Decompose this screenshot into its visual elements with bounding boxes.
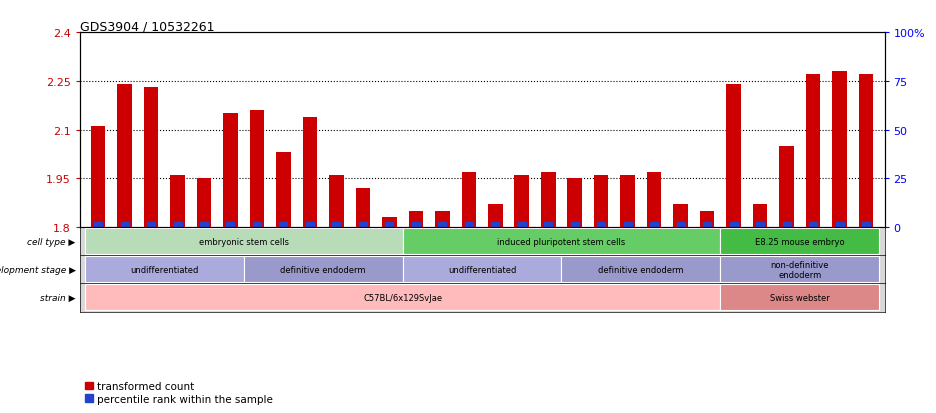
Bar — [562, 256, 721, 282]
Bar — [197, 179, 212, 228]
Bar — [147, 223, 155, 228]
Bar — [488, 205, 503, 228]
Bar — [332, 223, 341, 228]
Bar — [544, 223, 552, 228]
Bar — [85, 228, 402, 254]
Bar — [358, 223, 367, 228]
Bar — [621, 176, 635, 228]
Bar — [518, 223, 526, 228]
Bar — [382, 218, 397, 228]
Bar — [144, 88, 158, 228]
Bar — [673, 205, 688, 228]
Bar — [780, 147, 794, 228]
Bar — [173, 223, 182, 228]
Text: development stage ▶: development stage ▶ — [0, 265, 76, 274]
Bar — [280, 223, 287, 228]
Bar — [782, 223, 791, 228]
Legend: transformed count, percentile rank within the sample: transformed count, percentile rank withi… — [85, 381, 273, 404]
Text: undifferentiated: undifferentiated — [447, 265, 517, 274]
Bar — [721, 285, 879, 311]
Text: strain ▶: strain ▶ — [40, 293, 76, 302]
Bar — [541, 172, 556, 228]
Bar — [250, 111, 264, 228]
Bar — [832, 72, 847, 228]
Bar — [302, 117, 317, 228]
Bar — [95, 223, 102, 228]
Bar — [647, 172, 662, 228]
Bar — [227, 223, 235, 228]
Bar — [567, 179, 582, 228]
Bar — [223, 114, 238, 228]
Bar — [85, 285, 721, 311]
Text: non-definitive
endoderm: non-definitive endoderm — [770, 260, 829, 279]
Bar — [253, 223, 261, 228]
Bar — [623, 223, 632, 228]
Bar — [438, 223, 446, 228]
Text: induced pluripotent stem cells: induced pluripotent stem cells — [497, 237, 625, 246]
Bar — [356, 189, 370, 228]
Bar — [329, 176, 344, 228]
Text: cell type ▶: cell type ▶ — [27, 237, 76, 246]
Bar — [386, 223, 393, 228]
Bar — [677, 223, 684, 228]
Bar — [651, 223, 658, 228]
Text: C57BL/6x129SvJae: C57BL/6x129SvJae — [363, 293, 442, 302]
Bar — [435, 211, 449, 228]
Text: definitive endoderm: definitive endoderm — [598, 265, 683, 274]
Bar — [200, 223, 208, 228]
Bar — [85, 256, 243, 282]
Bar — [515, 176, 529, 228]
Bar — [703, 223, 711, 228]
Bar — [402, 256, 562, 282]
Bar — [461, 172, 476, 228]
Bar — [276, 153, 291, 228]
Text: Swiss webster: Swiss webster — [770, 293, 829, 302]
Bar — [491, 223, 499, 228]
Text: definitive endoderm: definitive endoderm — [281, 265, 366, 274]
Bar — [402, 228, 721, 254]
Bar — [721, 256, 879, 282]
Bar — [571, 223, 578, 228]
Bar — [836, 223, 843, 228]
Bar — [117, 85, 132, 228]
Bar — [412, 223, 420, 228]
Bar — [465, 223, 473, 228]
Text: GDS3904 / 10532261: GDS3904 / 10532261 — [80, 20, 214, 33]
Bar — [408, 211, 423, 228]
Text: embryonic stem cells: embryonic stem cells — [198, 237, 288, 246]
Bar — [243, 256, 402, 282]
Bar — [862, 223, 870, 228]
Bar — [753, 205, 768, 228]
Bar — [597, 223, 606, 228]
Text: E8.25 mouse embryo: E8.25 mouse embryo — [755, 237, 844, 246]
Bar — [306, 223, 314, 228]
Bar — [700, 211, 714, 228]
Bar — [594, 176, 608, 228]
Bar — [858, 75, 873, 228]
Bar — [91, 127, 106, 228]
Bar — [726, 85, 741, 228]
Bar — [729, 223, 738, 228]
Bar — [121, 223, 128, 228]
Bar — [721, 228, 879, 254]
Bar — [809, 223, 817, 228]
Bar — [756, 223, 764, 228]
Text: undifferentiated: undifferentiated — [130, 265, 198, 274]
Bar — [806, 75, 820, 228]
Bar — [170, 176, 184, 228]
